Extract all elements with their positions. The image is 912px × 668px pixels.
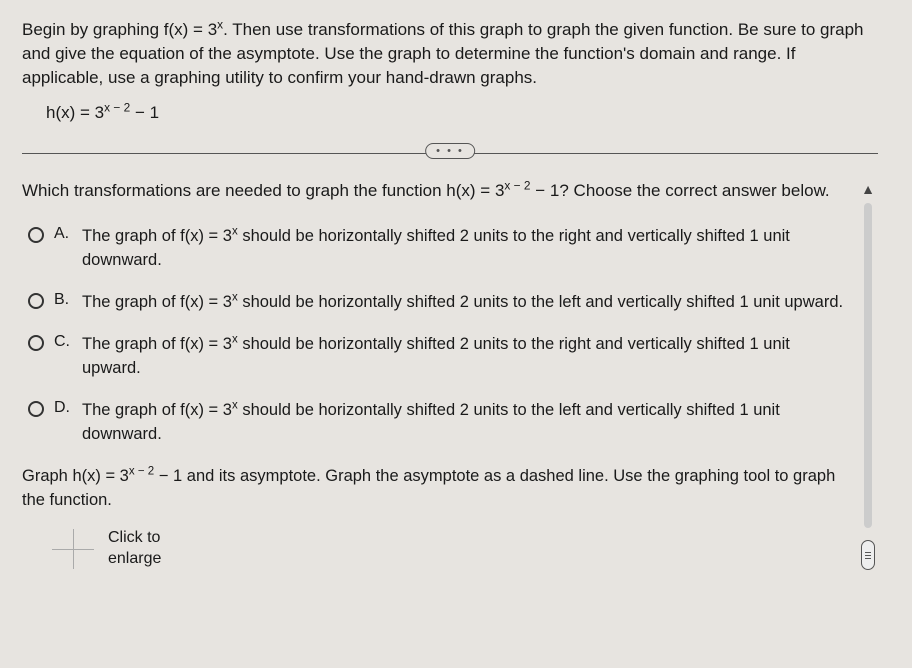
content-main: Which transformations are needed to grap… (22, 179, 858, 570)
option-text-a: The graph of f(x) = 3x should be horizon… (82, 225, 844, 273)
question-post: − 1? Choose the correct answer below. (531, 181, 830, 200)
question-page: Begin by graphing f(x) = 3x. Then use tr… (0, 0, 912, 668)
option-letter-d: D. (54, 399, 74, 417)
scroll-up-arrow-icon[interactable]: ▲ (861, 181, 875, 197)
option-a[interactable]: A. The graph of f(x) = 3x should be hori… (28, 225, 844, 273)
question-pre: Which transformations are needed to grap… (22, 181, 504, 200)
option-c[interactable]: C. The graph of f(x) = 3x should be hori… (28, 333, 844, 381)
option-text-d: The graph of f(x) = 3x should be horizon… (82, 399, 844, 447)
scroll-track[interactable] (864, 203, 872, 528)
mini-graph-v (73, 529, 74, 569)
radio-b[interactable] (28, 293, 44, 309)
mini-graph-icon[interactable] (52, 529, 94, 569)
gi-pre: Graph h(x) = 3 (22, 467, 129, 485)
eq-tail: − 1 (130, 103, 159, 122)
option-letter-c: C. (54, 333, 74, 351)
answer-options: A. The graph of f(x) = 3x should be hori… (28, 225, 844, 446)
option-letter-b: B. (54, 291, 74, 309)
option-b[interactable]: B. The graph of f(x) = 3x should be hori… (28, 291, 844, 315)
graph-instruction: Graph h(x) = 3x − 2 − 1 and its asymptot… (22, 465, 844, 513)
eq-lhs: h(x) = 3 (46, 103, 104, 122)
scrollbar[interactable]: ▲ (858, 179, 878, 570)
intro-text: Begin by graphing f(x) = 3x. Then use tr… (22, 18, 878, 89)
enlarge-line2: enlarge (108, 550, 161, 567)
click-to-enlarge[interactable]: Click to enlarge (108, 528, 161, 570)
enlarge-line1: Click to (108, 529, 160, 546)
option-text-c: The graph of f(x) = 3x should be horizon… (82, 333, 844, 381)
radio-d[interactable] (28, 401, 44, 417)
enlarge-row: Click to enlarge (52, 528, 844, 570)
scroll-handle[interactable] (861, 540, 875, 570)
intro-part-1: Begin by graphing f(x) = 3 (22, 20, 217, 39)
expand-pill[interactable]: • • • (425, 143, 475, 159)
gi-exp: x − 2 (129, 465, 154, 477)
section-divider: • • • (22, 141, 878, 165)
question-exp: x − 2 (504, 179, 530, 193)
given-function: h(x) = 3x − 2 − 1 (46, 103, 878, 123)
eq-exp: x − 2 (104, 101, 130, 115)
question-text: Which transformations are needed to grap… (22, 179, 844, 203)
option-d[interactable]: D. The graph of f(x) = 3x should be hori… (28, 399, 844, 447)
radio-c[interactable] (28, 335, 44, 351)
radio-a[interactable] (28, 227, 44, 243)
content-row: Which transformations are needed to grap… (22, 179, 878, 570)
option-letter-a: A. (54, 225, 74, 243)
option-text-b: The graph of f(x) = 3x should be horizon… (82, 291, 843, 315)
